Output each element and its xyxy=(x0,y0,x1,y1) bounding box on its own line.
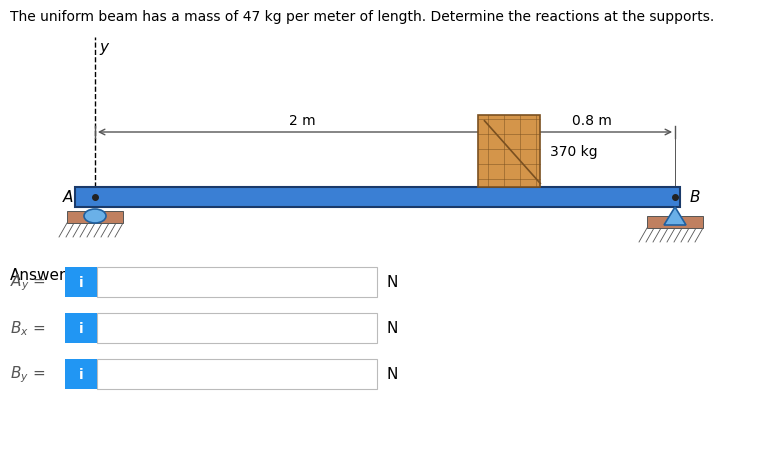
Text: The uniform beam has a mass of 47 kg per meter of length. Determine the reaction: The uniform beam has a mass of 47 kg per… xyxy=(10,10,714,24)
Text: $B_x$ =: $B_x$ = xyxy=(10,319,45,338)
Text: A: A xyxy=(63,190,73,205)
Bar xyxy=(478,116,540,187)
Text: y: y xyxy=(99,40,108,55)
Text: 0.8 m: 0.8 m xyxy=(572,114,612,128)
Bar xyxy=(75,187,680,207)
Text: Answers:: Answers: xyxy=(10,268,79,283)
Bar xyxy=(647,217,703,228)
Ellipse shape xyxy=(84,210,106,223)
Text: N: N xyxy=(387,321,398,336)
Text: $B_y$ =: $B_y$ = xyxy=(10,364,45,384)
Text: i: i xyxy=(79,275,83,289)
Text: B: B xyxy=(690,190,700,205)
Text: N: N xyxy=(387,367,398,382)
Text: $A_y$ =: $A_y$ = xyxy=(10,272,46,293)
Bar xyxy=(97,268,377,298)
Bar xyxy=(67,212,123,223)
Bar xyxy=(65,359,97,389)
Bar xyxy=(97,313,377,343)
Bar xyxy=(65,313,97,343)
Bar xyxy=(97,359,377,389)
Text: i: i xyxy=(79,321,83,335)
Bar xyxy=(65,268,97,298)
Text: i: i xyxy=(79,367,83,381)
Text: N: N xyxy=(387,275,398,290)
Text: 2 m: 2 m xyxy=(289,114,315,128)
Text: 370 kg: 370 kg xyxy=(550,145,598,159)
Polygon shape xyxy=(664,207,686,226)
